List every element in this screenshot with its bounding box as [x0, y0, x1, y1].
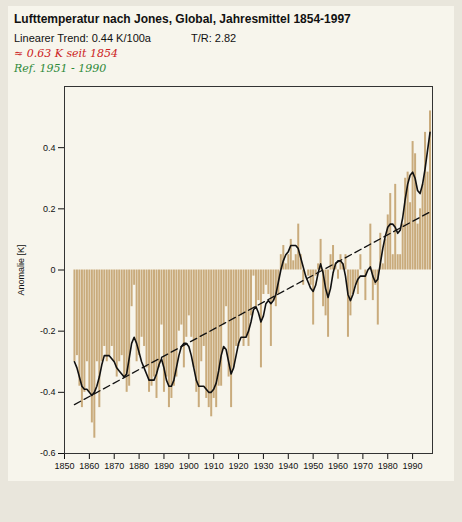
- svg-text:1870: 1870: [104, 461, 124, 471]
- svg-text:0.2: 0.2: [43, 204, 56, 214]
- html-text:T/R: 2.82: T/R: 2.82: [191, 32, 237, 44]
- svg-text:1980: 1980: [378, 461, 398, 471]
- html-text:Linearer Trend: 0.44 K/100a: Linearer Trend: 0.44 K/100a: [14, 32, 151, 44]
- html-text:≈ 0.63 K seit 1854: ≈ 0.63 K seit 1854: [14, 47, 118, 60]
- svg-text:1910: 1910: [204, 461, 224, 471]
- svg-text:-0.6: -0.6: [40, 448, 56, 458]
- svg-text:1860: 1860: [79, 461, 99, 471]
- html-text:Lufttemperatur nach Jones, Glo: Lufttemperatur nach Jones, Global, Jahre…: [14, 12, 351, 26]
- svg-text:-0.4: -0.4: [40, 387, 56, 397]
- svg-text:1890: 1890: [154, 461, 174, 471]
- svg-text:0.4: 0.4: [43, 143, 56, 153]
- svg-text:1990: 1990: [403, 461, 423, 471]
- svg-text:-0.2: -0.2: [40, 326, 56, 336]
- svg-text:1940: 1940: [278, 461, 298, 471]
- svg-text:1920: 1920: [229, 461, 249, 471]
- svg-text:1900: 1900: [179, 461, 199, 471]
- svg-text:1960: 1960: [328, 461, 348, 471]
- svg-text:0: 0: [50, 265, 55, 275]
- svg-text:Anomalie [K]: Anomalie [K]: [16, 244, 26, 295]
- svg-text:1850: 1850: [54, 461, 74, 471]
- svg-text:1880: 1880: [129, 461, 149, 471]
- svg-text:1950: 1950: [303, 461, 323, 471]
- html-text:Ref. 1951 - 1990: Ref. 1951 - 1990: [14, 62, 107, 75]
- svg-text:1970: 1970: [353, 461, 373, 471]
- svg-text:1930: 1930: [253, 461, 273, 471]
